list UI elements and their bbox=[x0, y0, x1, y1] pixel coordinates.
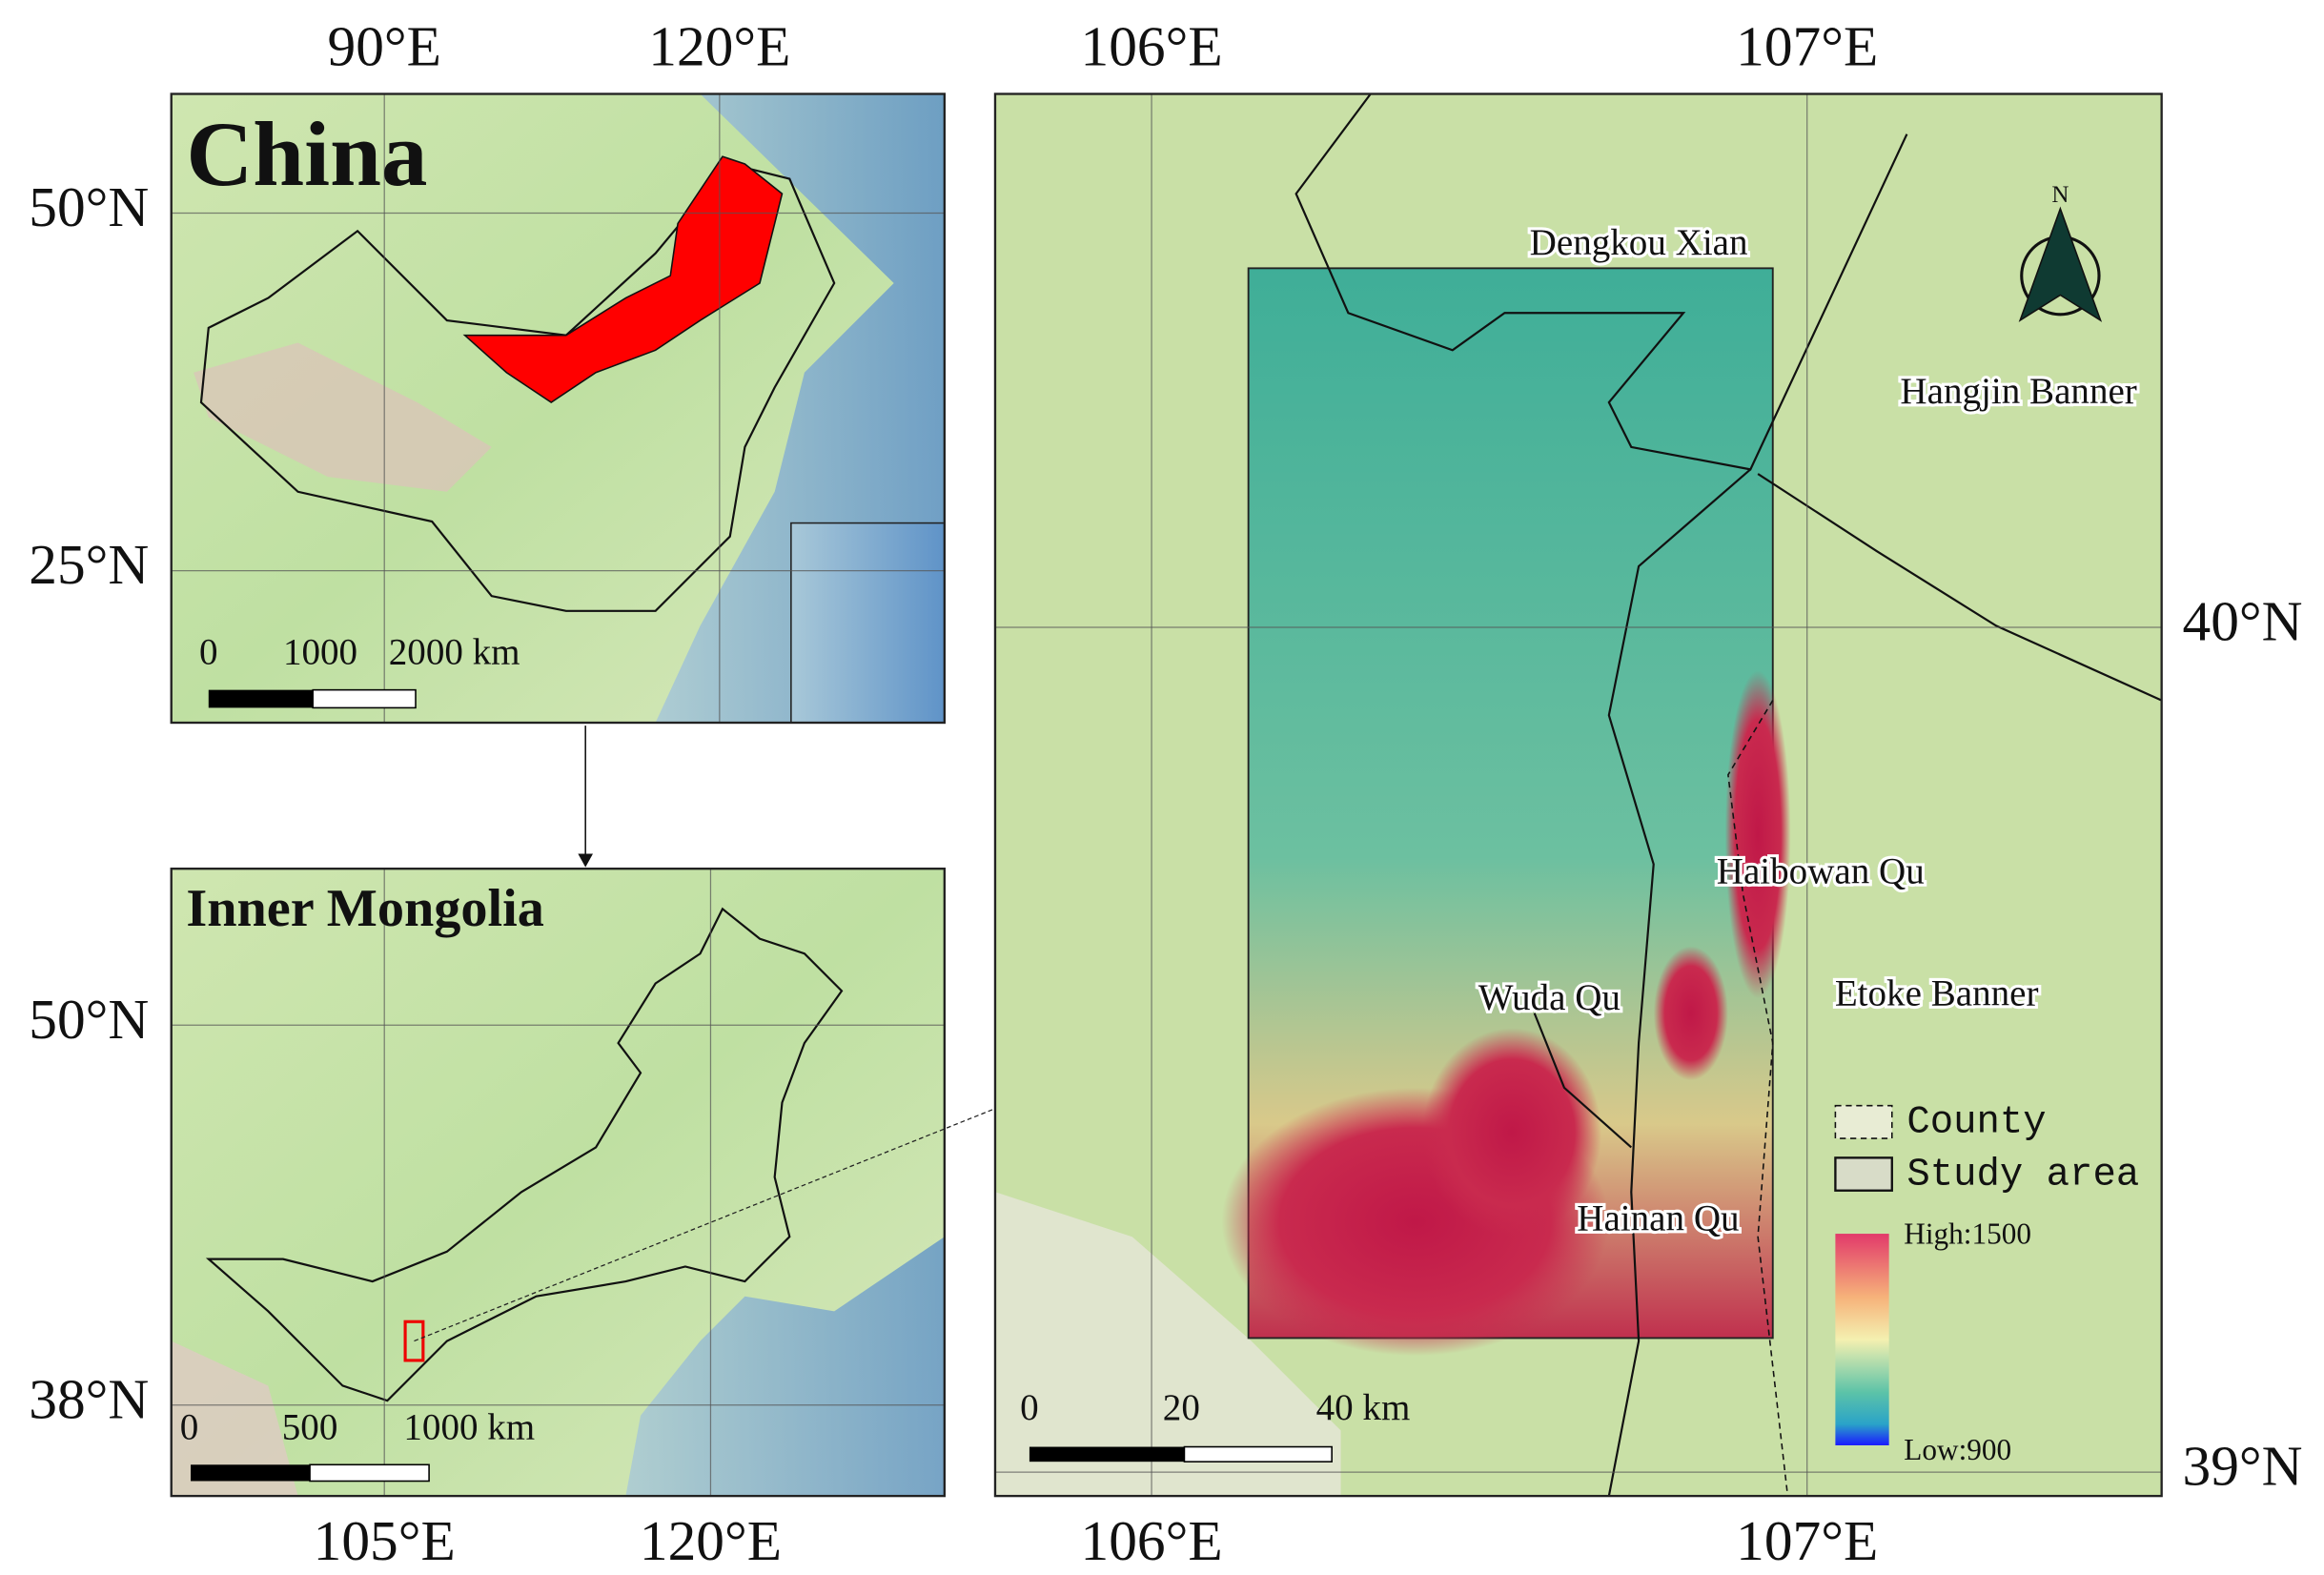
scale-label: 2000 km bbox=[389, 632, 520, 673]
legend-label: County bbox=[1906, 1101, 2046, 1145]
terrain bbox=[994, 1192, 1341, 1497]
scale-label: 0 bbox=[1020, 1387, 1039, 1428]
place-label: Hangjin Banner bbox=[1900, 371, 2136, 412]
dem-high bbox=[1422, 1028, 1602, 1238]
county-boundary bbox=[1533, 1012, 1633, 1149]
top-tick-label: 106°E bbox=[1081, 14, 1223, 77]
china-panel: China 90°E 120°E 50°N 25°N 0 1000 2000 k… bbox=[29, 14, 947, 725]
scale-label: 0 bbox=[199, 632, 218, 673]
panel-frame bbox=[993, 92, 2163, 1498]
right-tick-label: 40°N bbox=[2183, 590, 2303, 653]
scale-bar bbox=[309, 1463, 430, 1483]
panel-frame bbox=[170, 868, 947, 1498]
scale-bar bbox=[191, 1464, 311, 1482]
scale-label: 20 bbox=[1163, 1387, 1200, 1428]
scale-label: 500 bbox=[282, 1406, 338, 1447]
inner-mongolia-highlight bbox=[462, 155, 784, 403]
bottom-tick-label: 106°E bbox=[1081, 1509, 1223, 1572]
place-label: Hainan Qu bbox=[1577, 1198, 1739, 1239]
ocean bbox=[625, 1237, 945, 1497]
scale-label: 1000 bbox=[283, 632, 357, 673]
panel-frame bbox=[170, 92, 947, 725]
north-arrow bbox=[2018, 206, 2103, 322]
im-outline bbox=[205, 907, 844, 1402]
place-label: Etoke Banner bbox=[1835, 973, 2039, 1014]
left-tick-label: 25°N bbox=[29, 533, 149, 596]
colorbar-high: High:1500 bbox=[1904, 1217, 2031, 1250]
scale-label: 0 bbox=[180, 1406, 199, 1447]
scale-label: 1000 km bbox=[403, 1406, 535, 1447]
colorbar-low: Low:900 bbox=[1904, 1433, 2011, 1466]
scale-bar bbox=[1029, 1446, 1185, 1462]
left-tick-label: 38°N bbox=[29, 1367, 149, 1430]
dem-high bbox=[1724, 670, 1791, 999]
plateau bbox=[194, 342, 492, 492]
panel-title: Inner Mongolia bbox=[186, 879, 544, 938]
scale-bar bbox=[208, 689, 314, 708]
bottom-tick-label: 120°E bbox=[640, 1509, 782, 1572]
legend-swatch bbox=[1834, 1156, 1893, 1192]
scale-label: 40 km bbox=[1316, 1387, 1411, 1428]
south-china-sea-inset bbox=[790, 522, 946, 724]
place-label: Dengkou Xian bbox=[1530, 222, 1748, 263]
legend-label: Study area bbox=[1906, 1153, 2139, 1197]
colorbar bbox=[1835, 1234, 1889, 1445]
county-boundary bbox=[1727, 700, 1789, 1497]
study-panel: 106°E 107°E 106°E 107°E 40°N 39°N Dengko… bbox=[993, 14, 2303, 1572]
county-boundary bbox=[1757, 473, 2163, 702]
scale-bar bbox=[312, 688, 417, 709]
terrain bbox=[171, 1340, 298, 1497]
dem-high bbox=[1653, 946, 1728, 1081]
left-tick-label: 50°N bbox=[29, 175, 149, 238]
place-label: Haibowan Qu bbox=[1717, 850, 1925, 891]
inner-mongolia-panel: Inner Mongolia 105°E 120°E 50°N 38°N 0 5… bbox=[29, 868, 947, 1572]
bottom-tick-label: 107°E bbox=[1736, 1509, 1878, 1572]
top-tick-label: 90°E bbox=[328, 14, 441, 77]
study-area-marker bbox=[403, 1319, 425, 1362]
legend-swatch bbox=[1834, 1104, 1893, 1139]
panel-title: China bbox=[186, 103, 427, 205]
top-tick-label: 107°E bbox=[1736, 14, 1878, 77]
left-tick-label: 50°N bbox=[29, 988, 149, 1051]
county-boundary bbox=[1295, 92, 1908, 471]
right-tick-label: 39°N bbox=[2183, 1435, 2303, 1498]
arrow-head bbox=[578, 853, 594, 868]
scale-bar bbox=[1183, 1445, 1333, 1462]
top-tick-label: 120°E bbox=[648, 14, 790, 77]
bottom-tick-label: 105°E bbox=[314, 1509, 456, 1572]
county-boundary bbox=[1607, 468, 1752, 1497]
place-label: Wuda Qu bbox=[1478, 977, 1621, 1018]
north-label: N bbox=[2051, 182, 2069, 208]
